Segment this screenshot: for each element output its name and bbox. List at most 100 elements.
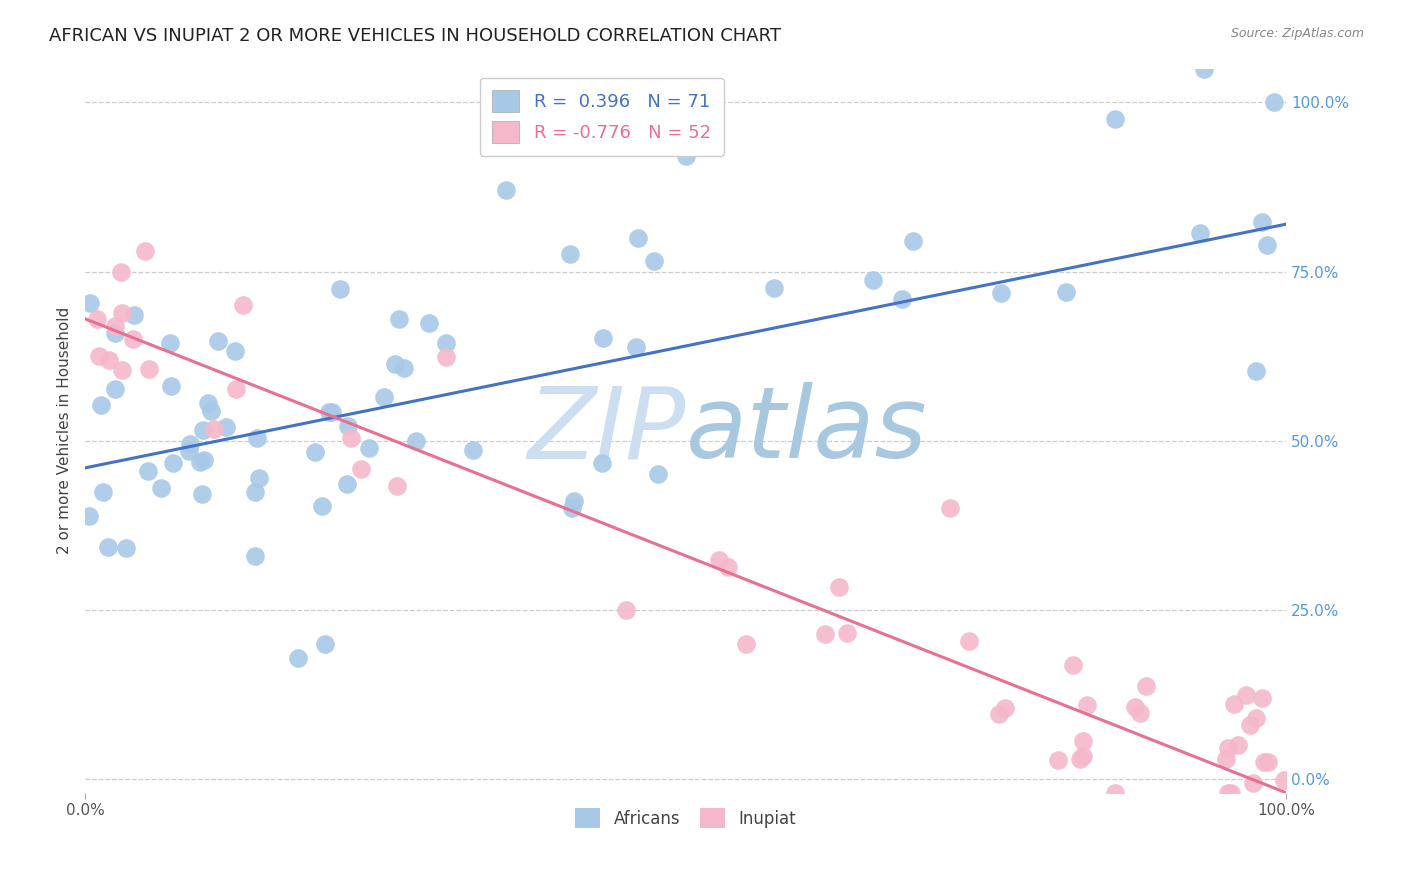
Point: [1234, 688, 1257, 702]
Point: [179, 444, 201, 458]
Point: [1263, 95, 1285, 110]
Text: AFRICAN VS INUPIAT 2 OR MORE VEHICLES IN HOUSEHOLD CORRELATION CHART: AFRICAN VS INUPIAT 2 OR MORE VEHICLES IN…: [49, 27, 782, 45]
Point: [561, 501, 583, 516]
Point: [134, 244, 156, 259]
Point: [138, 464, 160, 478]
Point: [122, 332, 145, 346]
Point: [495, 183, 517, 197]
Point: [86, 312, 108, 326]
Point: [232, 298, 254, 312]
Point: [1062, 657, 1084, 672]
Point: [215, 420, 238, 434]
Point: [675, 149, 697, 163]
Point: [957, 634, 980, 648]
Point: [150, 482, 173, 496]
Point: [200, 403, 222, 417]
Point: [624, 340, 647, 354]
Point: [243, 485, 266, 500]
Point: [373, 390, 395, 404]
Point: [1219, 786, 1241, 800]
Point: [434, 335, 457, 350]
Point: [1241, 776, 1264, 790]
Point: [1216, 786, 1239, 800]
Point: [707, 553, 730, 567]
Point: [318, 405, 340, 419]
Point: [190, 487, 212, 501]
Point: [1215, 752, 1237, 766]
Point: [890, 292, 912, 306]
Point: [87, 349, 110, 363]
Point: [901, 234, 924, 248]
Point: [434, 350, 457, 364]
Point: [1071, 749, 1094, 764]
Point: [110, 264, 132, 278]
Point: [90, 398, 112, 412]
Point: [1069, 752, 1091, 766]
Point: [734, 637, 756, 651]
Point: [336, 477, 359, 491]
Point: [614, 603, 637, 617]
Point: [179, 437, 201, 451]
Point: [91, 485, 114, 500]
Point: [1189, 226, 1212, 240]
Point: [1251, 215, 1274, 229]
Point: [104, 382, 127, 396]
Point: [862, 273, 884, 287]
Point: [717, 559, 740, 574]
Point: [1274, 772, 1296, 787]
Point: [384, 357, 406, 371]
Point: [1253, 755, 1275, 769]
Point: [1046, 753, 1069, 767]
Point: [193, 453, 215, 467]
Point: [115, 541, 138, 555]
Point: [249, 470, 271, 484]
Point: [329, 283, 352, 297]
Point: [1125, 700, 1147, 714]
Point: [98, 352, 121, 367]
Point: [339, 431, 361, 445]
Point: [418, 316, 440, 330]
Point: [287, 651, 309, 665]
Point: [627, 230, 650, 244]
Point: [1251, 690, 1274, 705]
Point: [202, 421, 225, 435]
Point: [592, 331, 614, 345]
Point: [1073, 734, 1095, 748]
Text: ZIP: ZIP: [527, 382, 686, 479]
Point: [994, 700, 1017, 714]
Point: [111, 362, 134, 376]
Point: [160, 379, 183, 393]
Point: [1135, 679, 1157, 693]
Point: [315, 637, 337, 651]
Point: [304, 444, 326, 458]
Point: [990, 285, 1012, 300]
Point: [350, 462, 373, 476]
Point: [79, 295, 101, 310]
Point: [191, 424, 214, 438]
Point: [357, 441, 380, 455]
Point: [1216, 740, 1239, 755]
Point: [1192, 62, 1215, 76]
Point: [388, 312, 411, 326]
Point: [558, 246, 581, 260]
Point: [1239, 718, 1261, 732]
Point: [592, 457, 614, 471]
Point: [243, 549, 266, 563]
Text: atlas: atlas: [686, 382, 928, 479]
Point: [1226, 739, 1249, 753]
Point: [1104, 786, 1126, 800]
Point: [138, 362, 160, 376]
Point: [387, 479, 409, 493]
Point: [104, 326, 127, 340]
Point: [1054, 285, 1077, 299]
Point: [321, 405, 343, 419]
Point: [1223, 697, 1246, 711]
Point: [1129, 706, 1152, 720]
Point: [207, 334, 229, 348]
Point: [644, 254, 666, 268]
Point: [224, 343, 246, 358]
Point: [122, 309, 145, 323]
Point: [225, 382, 247, 396]
Point: [463, 442, 485, 457]
Point: [162, 456, 184, 470]
